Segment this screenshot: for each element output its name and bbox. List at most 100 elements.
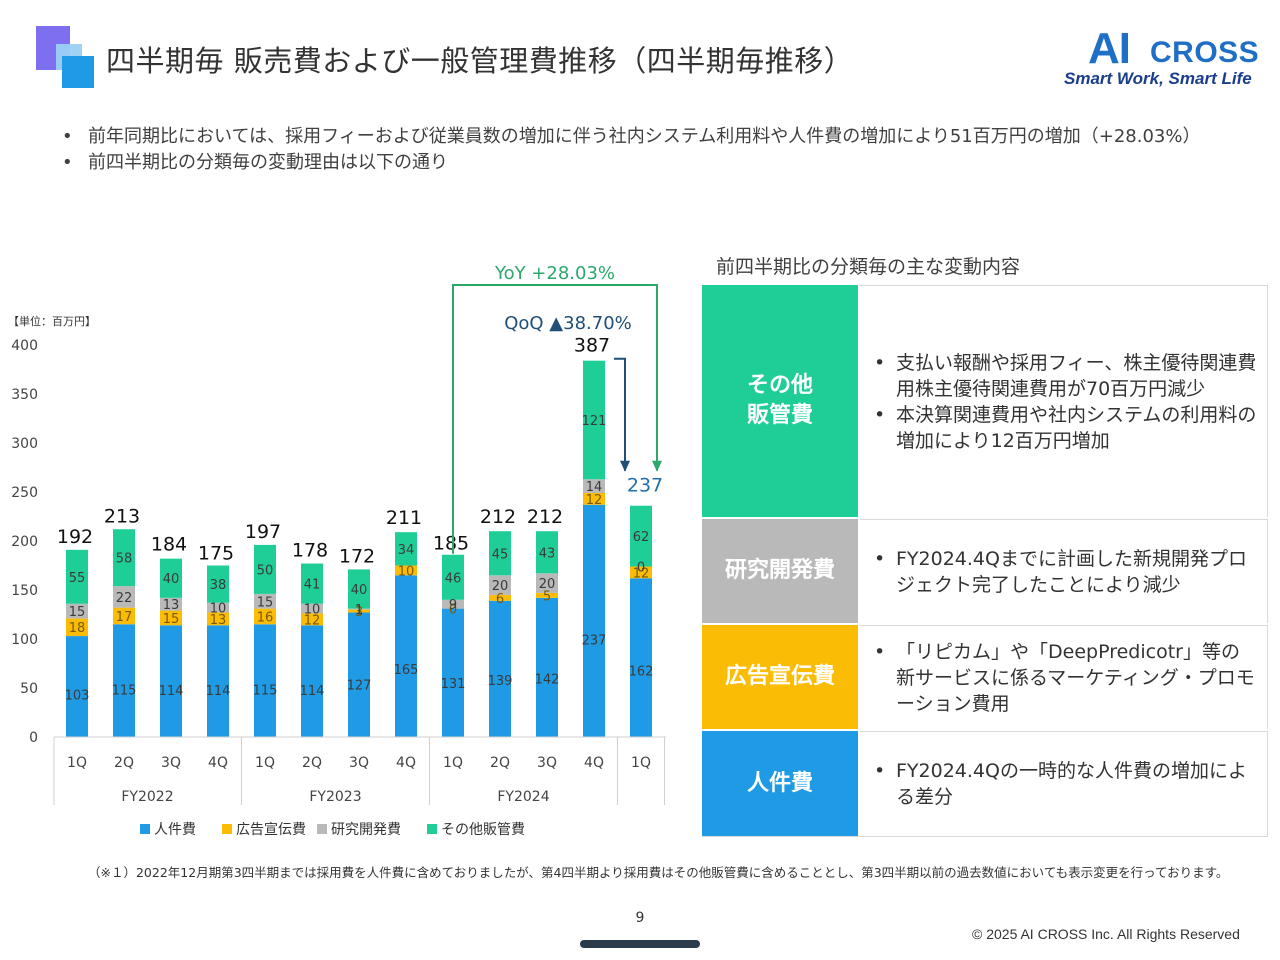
y-tick-label: 400	[11, 338, 38, 354]
bar-segment	[113, 624, 135, 737]
bar-segment	[254, 593, 276, 609]
bar-segment	[301, 625, 323, 737]
bar-segment	[583, 492, 605, 505]
segment-value-label: 12	[586, 493, 603, 508]
x-tick-label: 4Q	[208, 755, 228, 771]
row-label: 広告宣伝費	[702, 625, 858, 729]
x-tick-label: 2Q	[302, 755, 322, 771]
segment-value-label: 237	[582, 633, 607, 648]
y-tick-label: 200	[11, 534, 38, 550]
legend-swatch	[317, 824, 327, 834]
panel-title: 前四半期比の分類毎の主な変動内容	[716, 256, 1021, 278]
segment-value-label: 114	[206, 684, 231, 699]
legend-swatch	[222, 824, 232, 834]
segment-value-label: 16	[257, 610, 274, 625]
x-tick-label: 1Q	[67, 755, 87, 771]
segment-value-label: 9	[449, 598, 457, 613]
bar-segment	[489, 594, 511, 601]
segment-value-label: 12	[304, 613, 321, 628]
bar-segment	[160, 597, 182, 611]
logo-mark: AI	[1088, 24, 1131, 73]
company-logo: AI CROSS Smart Work, Smart Life	[1060, 24, 1270, 94]
group-label: FY2023	[309, 789, 361, 805]
segment-value-label: 3	[355, 605, 363, 620]
segment-value-label: 18	[69, 621, 86, 636]
y-tick-label: 350	[11, 387, 38, 403]
detail-row-advertising: 広告宣伝費 「リピカム」や「DeepPredicotr」等の新サービスに係るマー…	[702, 625, 1268, 731]
row-body: FY2024.4Qまでに計画した新規開発プロジェクト完了したことにより減少	[860, 519, 1268, 623]
bar-total-label: 213	[104, 505, 140, 527]
bar-segment	[113, 529, 135, 587]
segment-value-label: 17	[116, 610, 133, 625]
segment-value-label: 165	[394, 663, 419, 678]
bar-segment	[66, 603, 88, 619]
segment-value-label: 46	[445, 571, 462, 586]
bar-total-label: 192	[57, 526, 93, 548]
segment-value-label: 10	[398, 564, 415, 579]
row-body: FY2024.4Qの一時的な人件費の増加による差分	[860, 731, 1268, 836]
bar-segment	[113, 586, 135, 608]
segment-value-label: 40	[163, 572, 180, 587]
bar-segment	[536, 592, 558, 598]
bar-segment	[207, 612, 229, 626]
row-item: 本決算関連費用や社内システムの利用料の増加により12百万円増加	[872, 402, 1257, 454]
bar-total-label: 211	[386, 507, 422, 529]
qoq-arrowhead	[620, 460, 630, 472]
bar-segment	[630, 505, 652, 567]
legend-label: 人件費	[154, 822, 196, 838]
page-title: 四半期毎 販売費および一般管理費推移（四半期毎推移）	[106, 44, 854, 78]
bar-segment	[254, 624, 276, 737]
x-tick-label: 3Q	[161, 755, 181, 771]
summary-bullet: 前四半期比の分類毎の変動理由は以下の通り	[62, 150, 1202, 176]
bar-segment	[583, 360, 605, 480]
row-body: 「リピカム」や「DeepPredicotr」等の新サービスに係るマーケティング・…	[860, 625, 1268, 729]
segment-value-label: 127	[347, 679, 372, 694]
row-label: 人件費	[702, 731, 858, 836]
segment-value-label: 20	[492, 579, 509, 594]
bar-total-label: 212	[527, 506, 563, 528]
segment-value-label: 103	[65, 689, 90, 704]
yoy-annotation: YoY +28.03%	[494, 263, 615, 284]
legend-label: 研究開発費	[331, 822, 401, 838]
segment-value-label: 0	[637, 560, 645, 575]
y-tick-label: 0	[29, 730, 38, 746]
yoy-bracket-line	[452, 284, 658, 554]
bar-total-label: 387	[574, 335, 610, 357]
bar-segment	[489, 531, 511, 576]
row-label: 研究開発費	[702, 519, 858, 623]
segment-value-label: 20	[539, 577, 556, 592]
legend-swatch	[140, 824, 150, 834]
yoy-arrowhead	[652, 460, 662, 472]
bar-segment	[395, 565, 417, 576]
detail-row-other-sga: その他 販管費 支払い報酬や採用フィー、株主優待関連費用株主優待関連費用が70百…	[702, 285, 1268, 519]
segment-value-label: 121	[582, 414, 607, 429]
summary-bullets: 前年同期比においては、採用フィーおよび従業員数の増加に伴う社内システム利用料や人…	[62, 124, 1202, 176]
bar-segment	[301, 563, 323, 604]
bar-segment	[583, 479, 605, 493]
bar-segment	[66, 636, 88, 737]
segment-value-label: 50	[257, 563, 274, 578]
segment-value-label: 58	[116, 552, 133, 567]
bar-segment	[442, 599, 464, 609]
detail-row-personnel: 人件費 FY2024.4Qの一時的な人件費の増加による差分	[702, 731, 1268, 837]
segment-value-label: 41	[304, 578, 321, 593]
bar-segment	[207, 625, 229, 737]
row-item: FY2024.4Qの一時的な人件費の増加による差分	[872, 758, 1257, 810]
bar-segment	[395, 575, 417, 737]
segment-value-label: 15	[69, 605, 86, 620]
bar-total-label: 185	[433, 533, 469, 555]
bar-segment	[536, 573, 558, 593]
x-tick-label: 3Q	[537, 755, 557, 771]
segment-value-label: 114	[159, 684, 184, 699]
segment-value-label: 114	[300, 684, 325, 699]
bar-segment	[583, 504, 605, 737]
bar-segment	[66, 549, 88, 604]
legend-label: 広告宣伝費	[236, 822, 306, 838]
y-tick-label: 50	[20, 681, 38, 697]
logo-word: CROSS	[1150, 36, 1260, 69]
x-tick-label: 1Q	[631, 755, 651, 771]
qoq-annotation: QoQ ▲38.70%	[504, 313, 632, 334]
bar-total-label: 212	[480, 506, 516, 528]
y-tick-label: 250	[11, 485, 38, 501]
bar-segment	[348, 608, 370, 610]
